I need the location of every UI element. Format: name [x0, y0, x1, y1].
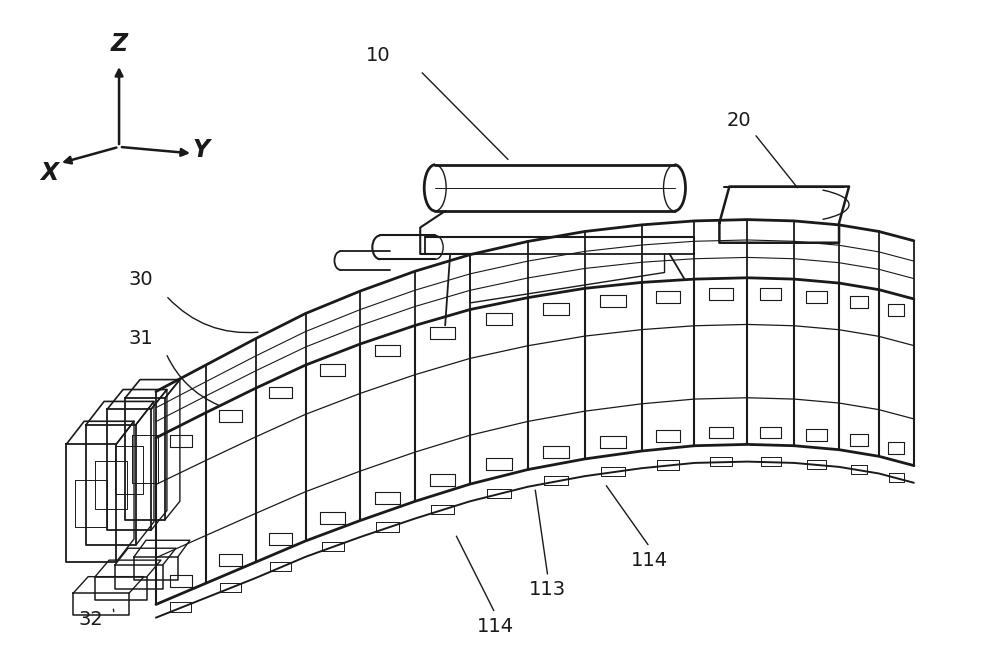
Text: 30: 30: [129, 270, 153, 289]
Text: 113: 113: [529, 580, 566, 600]
Text: 20: 20: [727, 111, 752, 130]
Text: 32: 32: [79, 610, 104, 629]
Text: 114: 114: [631, 550, 668, 570]
Text: 114: 114: [476, 617, 514, 635]
Text: 10: 10: [366, 46, 391, 65]
Text: 31: 31: [129, 329, 153, 348]
Text: X: X: [40, 161, 58, 185]
Text: Y: Y: [192, 138, 209, 162]
Text: Z: Z: [110, 33, 128, 56]
